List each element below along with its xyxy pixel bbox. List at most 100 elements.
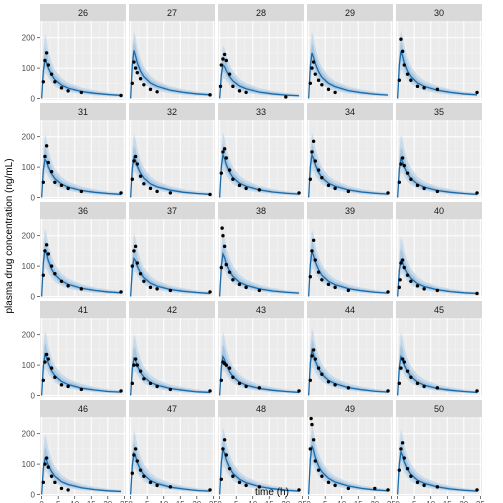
observed-point <box>227 168 232 172</box>
observed-point <box>415 381 420 386</box>
x-tick-label: 10 <box>248 500 257 503</box>
x-axis-ticks: 0510152025051015202505101520250510152025… <box>39 496 485 503</box>
x-tick-label: 0 <box>306 500 311 503</box>
observed-point <box>79 90 84 95</box>
observed-point <box>405 72 410 76</box>
panels-layer: 26 27 28 29 30 31 32 33 34 35 36 37 38 39 40 41 42 43 44 45… <box>40 4 482 496</box>
observed-point <box>59 183 64 188</box>
observed-point <box>244 90 248 95</box>
observed-point <box>46 357 50 361</box>
panel-strip <box>307 4 393 21</box>
observed-point <box>244 285 248 290</box>
panel-strip-label: 46 <box>78 404 88 414</box>
panel-38: 38 <box>218 202 304 298</box>
x-tick-label: 10 <box>337 500 346 503</box>
observed-point <box>320 278 324 282</box>
median-line <box>130 356 211 396</box>
x-tick-label: 15 <box>87 500 96 503</box>
observed-point <box>311 139 316 143</box>
observed-point <box>222 52 227 57</box>
y-tick-label: 100 <box>22 262 36 271</box>
y-tick-label: 200 <box>22 133 36 142</box>
observed-point <box>386 488 390 492</box>
observed-point <box>79 287 84 291</box>
x-tick-label: 10 <box>70 500 79 503</box>
observed-point <box>309 416 313 421</box>
x-tick-label: 20 <box>281 500 290 503</box>
observed-point <box>415 84 420 89</box>
x-tick-label: 0 <box>395 500 400 503</box>
observed-point <box>119 191 123 195</box>
observed-point <box>53 180 57 184</box>
observed-point <box>398 278 402 282</box>
panel-strip-label: 31 <box>78 107 88 117</box>
observed-point <box>130 81 135 85</box>
observed-point <box>284 95 288 99</box>
observed-point <box>422 186 426 191</box>
observed-point <box>53 271 57 276</box>
observed-point <box>244 186 248 191</box>
median-line <box>308 152 389 198</box>
observed-point <box>333 383 337 387</box>
x-tick-label: 20 <box>370 500 379 503</box>
observed-point <box>308 447 313 451</box>
observed-point <box>405 369 410 373</box>
observed-point <box>49 474 54 478</box>
x-tick-label: 5 <box>145 500 150 503</box>
observed-point <box>155 384 159 389</box>
y-tick-label: 100 <box>22 64 36 73</box>
observed-point <box>43 154 47 159</box>
observed-point <box>313 72 317 76</box>
observed-point <box>409 78 413 82</box>
observed-point <box>130 264 135 268</box>
panel-strip-label: 30 <box>434 8 444 18</box>
observed-point <box>66 488 70 492</box>
observed-point <box>237 282 242 287</box>
observed-point <box>79 387 84 392</box>
observed-point <box>313 459 317 463</box>
observed-point <box>316 366 321 370</box>
x-tick-label: 0 <box>217 500 222 503</box>
panel-40: 40 <box>396 202 482 298</box>
observed-point <box>43 360 47 364</box>
prediction-band-inner <box>308 42 389 99</box>
observed-point <box>386 191 390 195</box>
observed-point <box>310 66 314 70</box>
y-tick-label: 100 <box>22 361 36 370</box>
observed-point <box>142 83 146 87</box>
observed-point <box>148 87 153 92</box>
observed-point <box>119 389 123 393</box>
observed-point <box>435 386 440 390</box>
observed-point <box>49 72 54 76</box>
observed-point <box>119 290 123 294</box>
observed-point <box>475 389 479 393</box>
observed-point <box>399 447 403 451</box>
x-tick-label: 20 <box>103 500 112 503</box>
observed-point <box>138 468 143 472</box>
y-axis-title: plasma drug concentration (ng/mL) <box>4 158 15 313</box>
observed-point <box>41 273 46 277</box>
observed-point <box>320 83 324 87</box>
panel-strip-label: 44 <box>345 305 355 315</box>
observed-point <box>297 488 301 492</box>
panel-strip <box>129 4 215 21</box>
panel-strip-label: 45 <box>434 305 444 315</box>
observed-point <box>49 169 54 174</box>
panel-strip-label: 37 <box>167 206 177 216</box>
observed-point <box>168 485 173 489</box>
observed-point <box>409 177 413 181</box>
observed-point <box>135 459 139 463</box>
panel-strip-label: 26 <box>78 8 88 18</box>
panel-strip <box>129 103 215 120</box>
observed-point <box>320 176 324 180</box>
observed-point <box>133 154 138 159</box>
observed-point <box>133 357 138 361</box>
x-tick-label: 15 <box>265 500 274 503</box>
panel-50: 50 <box>396 400 482 496</box>
observed-point <box>132 60 136 64</box>
observed-point <box>49 366 54 370</box>
panel-strip-label: 42 <box>167 305 177 315</box>
panel-27: 27 <box>129 4 215 100</box>
observed-point <box>66 384 70 389</box>
x-tick-label: 15 <box>354 500 363 503</box>
